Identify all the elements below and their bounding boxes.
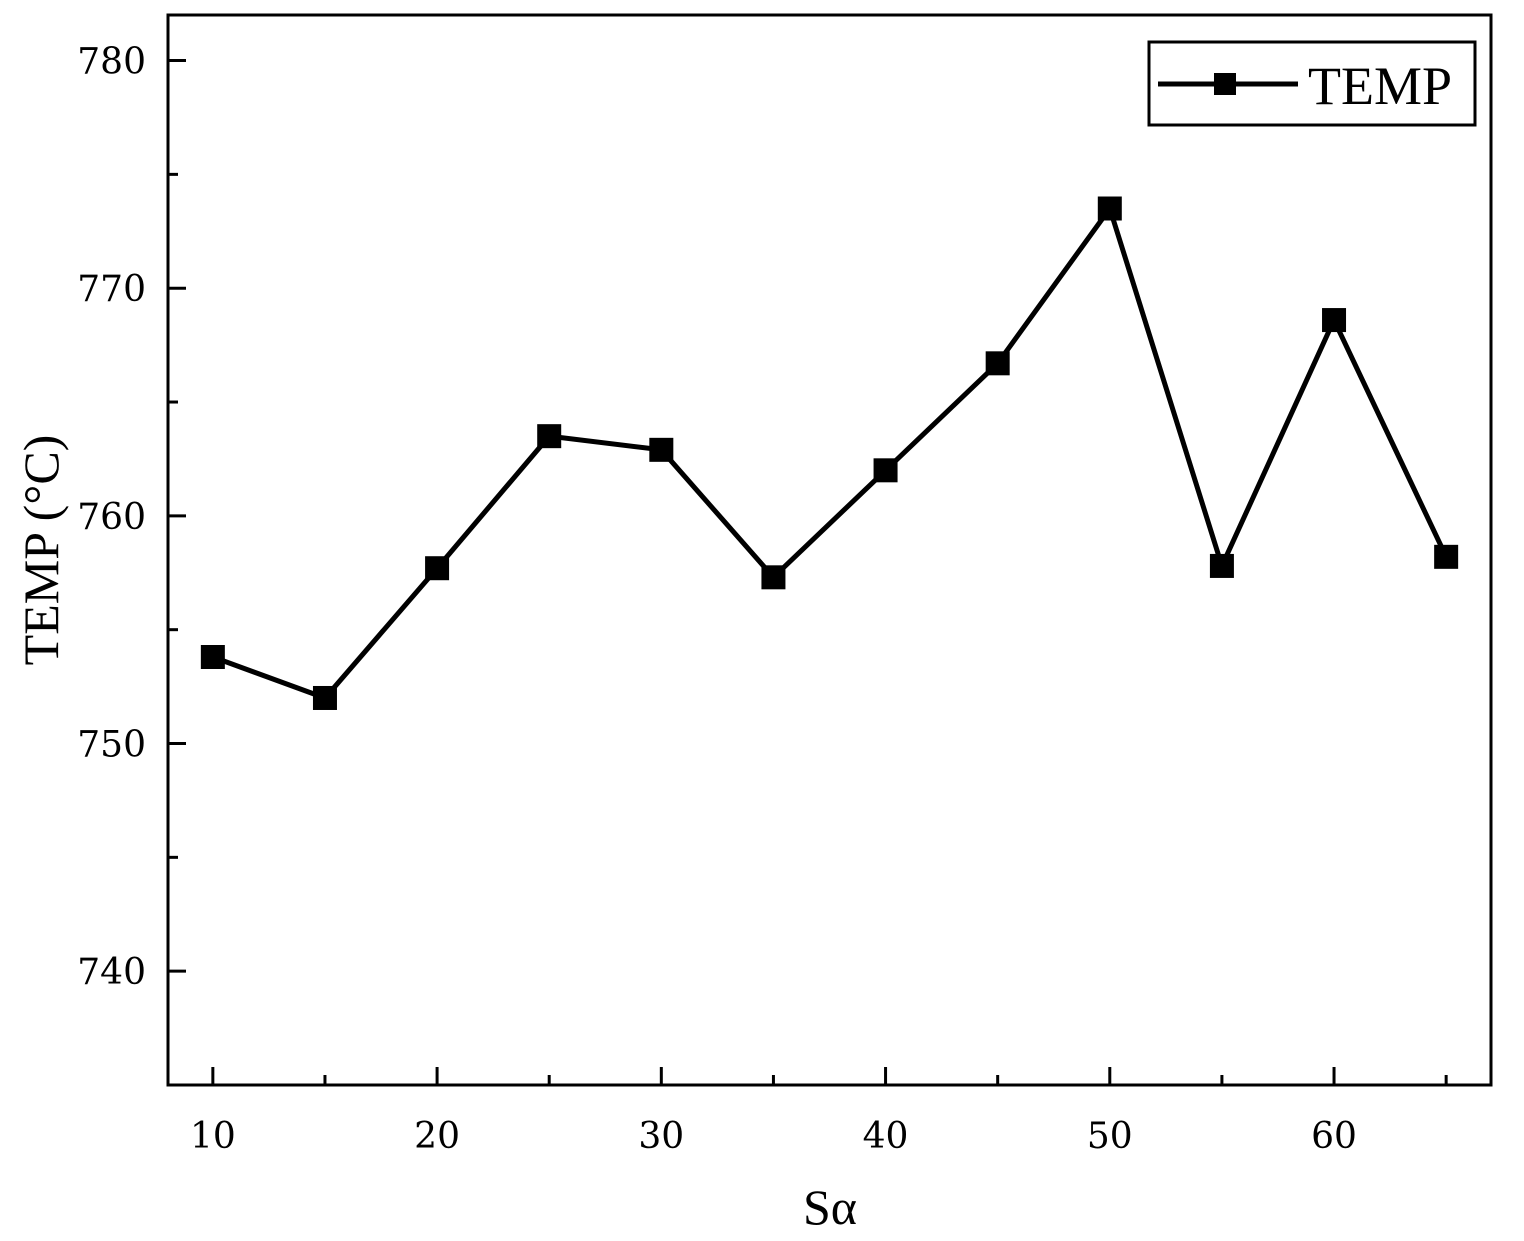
data-point bbox=[1097, 196, 1122, 221]
y-tick-label: 770 bbox=[77, 269, 146, 310]
x-tick-label: 60 bbox=[1311, 1116, 1357, 1157]
data-point bbox=[649, 437, 674, 462]
x-tick-label: 50 bbox=[1087, 1116, 1133, 1157]
legend-marker bbox=[1214, 73, 1236, 95]
y-tick-labels: 740 750 760 770 780 bbox=[77, 42, 146, 994]
data-point bbox=[873, 458, 898, 483]
data-point bbox=[425, 556, 450, 581]
series-lines bbox=[211, 203, 1449, 701]
legend-label: TEMP bbox=[1308, 56, 1452, 116]
legend: TEMP bbox=[1147, 40, 1477, 127]
data-point bbox=[761, 565, 786, 590]
data-point bbox=[1434, 544, 1459, 569]
data-point bbox=[1209, 553, 1234, 578]
y-axis-title: TEMP (°C) bbox=[13, 435, 69, 666]
data-point bbox=[537, 424, 562, 449]
data-point bbox=[312, 685, 337, 710]
major-ticks bbox=[168, 59, 1336, 1085]
y-tick-label: 760 bbox=[77, 497, 146, 538]
y-tick-label: 780 bbox=[77, 42, 146, 83]
minor-ticks bbox=[168, 172, 1448, 1085]
x-axis-title: Sα bbox=[803, 1179, 857, 1235]
x-tick-label: 40 bbox=[863, 1116, 909, 1157]
series-line bbox=[211, 203, 1449, 701]
data-point bbox=[1322, 308, 1347, 333]
series-points bbox=[200, 196, 1459, 710]
x-tick-label: 30 bbox=[638, 1116, 684, 1157]
y-tick-label: 750 bbox=[77, 725, 146, 766]
plot-frame bbox=[166, 13, 1493, 1087]
data-point bbox=[200, 645, 225, 669]
y-tick-label: 740 bbox=[77, 952, 146, 993]
data-point bbox=[985, 351, 1010, 376]
x-tick-labels: 10 20 30 40 50 60 bbox=[190, 1116, 1357, 1157]
x-tick-label: 10 bbox=[190, 1116, 236, 1157]
x-tick-label: 20 bbox=[414, 1116, 460, 1157]
